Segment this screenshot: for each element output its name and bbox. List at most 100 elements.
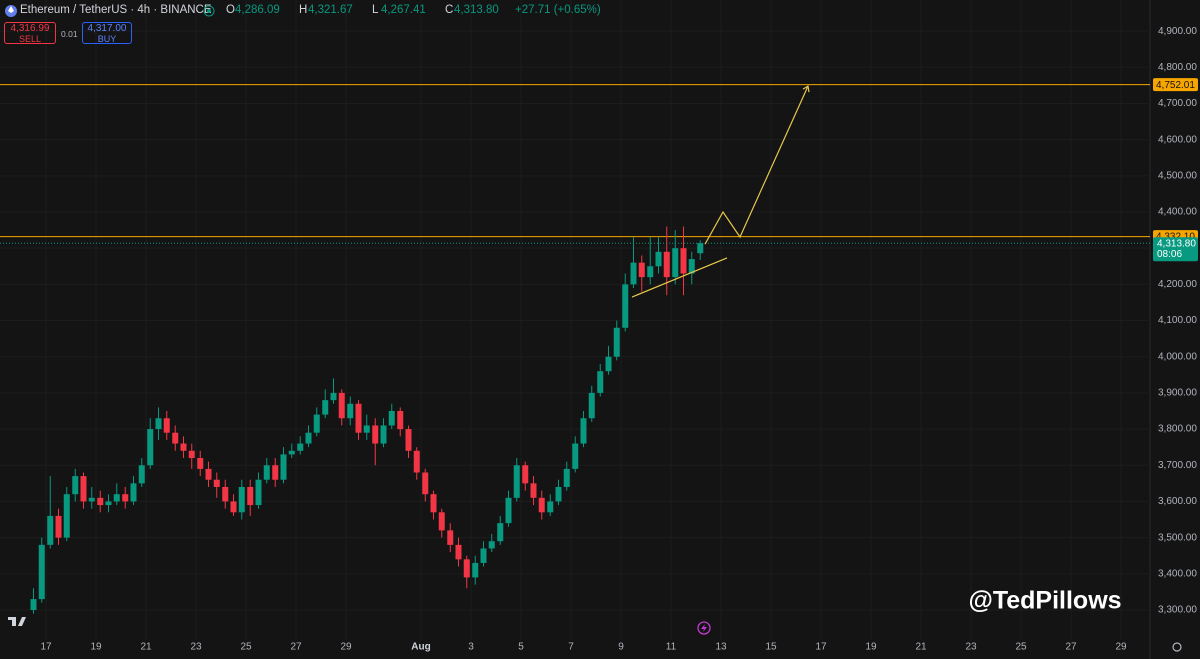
y-tick-label: 3,700.00 bbox=[1158, 460, 1197, 471]
y-tick-label: 4,900.00 bbox=[1158, 26, 1197, 37]
settings-icon[interactable] bbox=[1172, 642, 1182, 652]
y-tick-label: 3,600.00 bbox=[1158, 496, 1197, 507]
last-price-box bbox=[1153, 237, 1198, 262]
buy-button[interactable]: 4,317.00 BUY bbox=[82, 22, 132, 44]
candle-body bbox=[472, 562, 479, 578]
visibility-icon[interactable] bbox=[203, 5, 215, 17]
x-tick-label: 17 bbox=[40, 642, 52, 653]
buy-price: 4,317.00 bbox=[87, 23, 127, 34]
candle-body bbox=[447, 530, 454, 545]
spread: 0.01 bbox=[61, 29, 78, 39]
candle-body bbox=[213, 479, 220, 487]
candle-body bbox=[130, 483, 137, 502]
candle-body bbox=[113, 494, 120, 502]
x-tick-label: 7 bbox=[568, 642, 574, 653]
sell-price: 4,316.99 bbox=[10, 23, 50, 34]
candle-body bbox=[172, 432, 179, 444]
x-tick-label: 15 bbox=[765, 642, 777, 653]
x-tick-label: 5 bbox=[518, 642, 524, 653]
candle-body bbox=[38, 544, 45, 600]
candle-body bbox=[605, 356, 612, 372]
y-tick-label: 4,800.00 bbox=[1158, 62, 1197, 73]
candle-body bbox=[297, 443, 304, 451]
candle-body bbox=[538, 497, 545, 513]
candle-body bbox=[322, 400, 329, 415]
candle-body bbox=[180, 443, 187, 451]
candle-body bbox=[247, 486, 254, 506]
candle-body bbox=[455, 544, 462, 560]
candle-body bbox=[613, 327, 620, 357]
candle-body bbox=[147, 429, 154, 466]
candle-body bbox=[488, 541, 495, 549]
candle-body bbox=[413, 450, 420, 473]
candle-body bbox=[72, 476, 79, 495]
events-bolt bbox=[701, 624, 707, 632]
candle-body bbox=[97, 497, 104, 506]
candle-body bbox=[555, 486, 562, 502]
candle-body bbox=[363, 425, 370, 433]
candle-body bbox=[497, 523, 504, 542]
x-tick-label: 29 bbox=[340, 642, 352, 653]
ohlc-key: O bbox=[226, 4, 235, 16]
candle-body bbox=[630, 262, 637, 285]
y-tick-label: 4,700.00 bbox=[1158, 98, 1197, 109]
candle-body bbox=[238, 486, 245, 513]
tradingview-logo bbox=[8, 617, 26, 626]
symbol: Ethereum / TetherUS · 4h · BINANCE bbox=[20, 4, 212, 16]
buy-label: BUY bbox=[97, 34, 117, 44]
candle-body bbox=[230, 501, 237, 513]
candle-body bbox=[280, 454, 287, 480]
candle-body bbox=[663, 251, 670, 278]
candle-body bbox=[205, 468, 212, 480]
candle-body bbox=[197, 458, 204, 469]
candle-body bbox=[622, 284, 629, 328]
ohlc-value: 4,267.41 bbox=[381, 4, 426, 16]
ohlc-key: C bbox=[445, 4, 454, 16]
candle-body bbox=[430, 494, 437, 513]
candle-body bbox=[355, 403, 362, 433]
y-tick-label: 3,400.00 bbox=[1158, 568, 1197, 579]
y-tick-label: 4,500.00 bbox=[1158, 170, 1197, 181]
candle-body bbox=[588, 392, 595, 419]
events-icon[interactable] bbox=[697, 621, 711, 635]
x-tick-label: 9 bbox=[618, 642, 624, 653]
candle-body bbox=[388, 410, 395, 426]
x-tick-label: 23 bbox=[965, 642, 977, 653]
candle-body bbox=[263, 465, 270, 480]
candle-body bbox=[47, 515, 54, 545]
y-tick-label: 3,800.00 bbox=[1158, 424, 1197, 435]
y-tick-label: 4,200.00 bbox=[1158, 279, 1197, 290]
candle-body bbox=[80, 476, 87, 502]
logo-shape bbox=[8, 617, 26, 626]
ohlc-key: L bbox=[372, 4, 379, 16]
candle-body bbox=[255, 479, 262, 506]
candle-body bbox=[155, 418, 162, 430]
candle-body bbox=[55, 515, 62, 538]
candle-body bbox=[580, 418, 587, 444]
candle-body bbox=[313, 414, 320, 433]
candle-body bbox=[647, 266, 654, 278]
candle-body bbox=[597, 371, 604, 393]
sell-button[interactable]: 4,316.99 SELL bbox=[4, 22, 56, 44]
candle-body bbox=[88, 497, 95, 502]
trendline bbox=[631, 257, 728, 298]
x-tick-label: 3 bbox=[468, 642, 474, 653]
candle-body bbox=[438, 512, 445, 531]
y-tick-label: 4,400.00 bbox=[1158, 207, 1197, 218]
candle-body bbox=[188, 450, 195, 459]
candle-body bbox=[688, 259, 695, 274]
candle-body bbox=[572, 443, 579, 469]
eth-icon bbox=[5, 5, 17, 17]
ohlc-value: 4,321.67 bbox=[308, 4, 353, 16]
candle-body bbox=[672, 248, 679, 278]
candle-body bbox=[347, 403, 354, 419]
candle-body bbox=[105, 501, 112, 506]
candle-body bbox=[288, 450, 295, 455]
ohlc-value: 4,286.09 bbox=[235, 4, 280, 16]
y-tick-label: 4,000.00 bbox=[1158, 351, 1197, 362]
candle-body bbox=[63, 494, 70, 538]
candle-body bbox=[530, 483, 537, 498]
x-tick-label: 25 bbox=[1015, 642, 1027, 653]
